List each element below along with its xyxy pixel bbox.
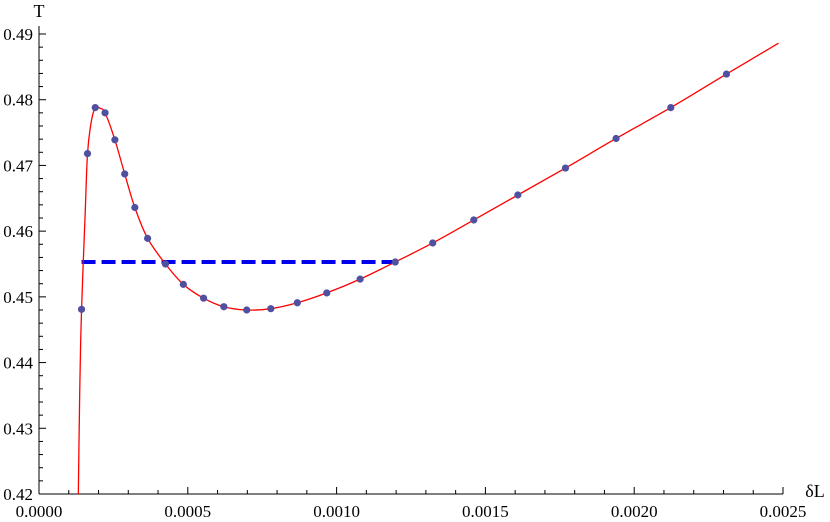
data-point <box>722 70 731 78</box>
data-point <box>323 289 331 297</box>
x-tick-label: 0.0010 <box>313 502 360 521</box>
x-tick-label: 0.0020 <box>611 502 658 521</box>
data-point <box>199 294 208 302</box>
data-point <box>391 258 399 266</box>
y-tick-label: 0.45 <box>3 288 33 307</box>
data-point <box>131 203 139 212</box>
data-point <box>356 275 364 283</box>
data-point <box>561 164 570 172</box>
data-point <box>220 303 228 311</box>
data-point <box>77 305 86 313</box>
data-point <box>91 104 99 112</box>
data-point <box>179 280 187 288</box>
data-point <box>293 299 301 307</box>
data-point <box>101 109 109 117</box>
x-tick-label: 0.0000 <box>16 502 63 521</box>
data-point <box>429 239 437 247</box>
ticks: 0.0000 0.0005 0.0010 0.0015 0.0020 0.0025 0.42… <box>3 25 806 521</box>
data-point <box>514 191 522 199</box>
data-point <box>267 305 275 313</box>
x-axis-label: δL <box>805 481 824 501</box>
data-point <box>161 260 170 268</box>
y-tick-label: 0.42 <box>3 485 33 504</box>
series <box>77 42 779 494</box>
y-tick-label: 0.46 <box>3 222 33 241</box>
data-point <box>612 134 620 143</box>
data-point <box>144 234 152 242</box>
y-tick-label: 0.47 <box>3 156 33 175</box>
data-point <box>83 150 92 158</box>
x-tick-label: 0.0025 <box>760 502 807 521</box>
axes <box>38 26 783 495</box>
data-point <box>111 136 119 144</box>
y-tick-label: 0.43 <box>3 419 33 438</box>
y-axis-label: T <box>34 1 45 21</box>
data-point <box>121 170 129 178</box>
data-point <box>667 104 675 112</box>
x-tick-label: 0.0015 <box>462 502 509 521</box>
data-point <box>243 306 251 314</box>
y-tick-label: 0.44 <box>3 354 33 373</box>
x-tick-label: 0.0005 <box>164 502 211 521</box>
y-tick-label: 0.48 <box>3 91 33 110</box>
y-tick-label: 0.49 <box>3 25 33 44</box>
data-point <box>470 216 478 224</box>
